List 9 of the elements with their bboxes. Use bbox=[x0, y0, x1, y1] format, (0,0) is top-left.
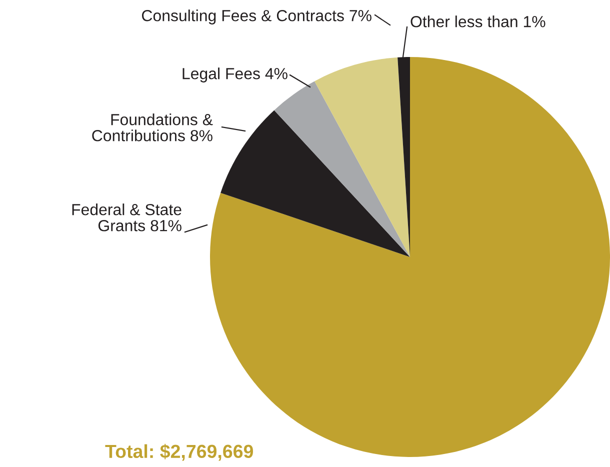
legend-label: Other less than 1% bbox=[410, 16, 546, 28]
pie-slice bbox=[314, 57, 410, 257]
text: Total: $2,769,669 bbox=[105, 444, 254, 461]
slice-label: Legal Fees 4% bbox=[182, 68, 288, 82]
slice-label: Foundations & Contributions 8% bbox=[92, 114, 213, 142]
pie-slice bbox=[220, 110, 410, 257]
slice-label: Federal & State Grants 81% bbox=[72, 204, 182, 232]
slice-label: Consulting Fees & Contracts 7% bbox=[142, 10, 372, 24]
pie-slice bbox=[274, 81, 410, 257]
